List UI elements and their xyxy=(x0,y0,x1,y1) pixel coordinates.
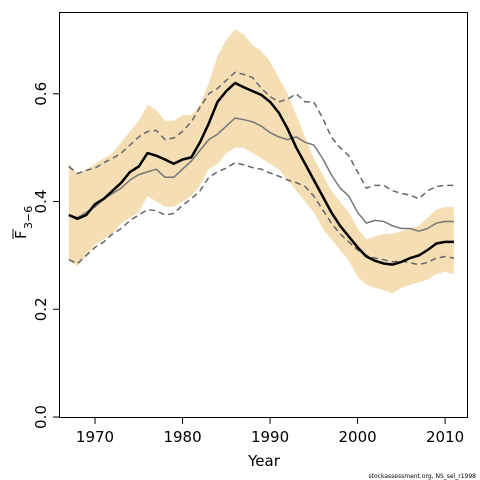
y-tick-label: 0.2 xyxy=(32,297,50,321)
x-tick-label: 1980 xyxy=(163,428,201,446)
y-axis-title: F 3−6 xyxy=(12,206,35,239)
series-upper-dashed-line xyxy=(68,71,454,200)
y-axis-title-subscript: 3−6 xyxy=(22,206,35,229)
series-lines-layer xyxy=(68,71,455,266)
x-axis: 1970 1980 1990 2000 2010 xyxy=(76,417,464,446)
x-tick-label: 1990 xyxy=(251,428,289,446)
x-axis-title: Year xyxy=(247,452,281,470)
series-estimate-line xyxy=(68,81,454,266)
series-other-line xyxy=(68,117,454,232)
confidence-band xyxy=(68,29,454,294)
confidence-band-layer xyxy=(68,29,454,294)
x-tick-label: 1970 xyxy=(76,428,114,446)
series-lower-dashed-line xyxy=(68,161,455,266)
y-tick-label: 0.6 xyxy=(32,82,50,106)
y-tick-label: 0.4 xyxy=(32,190,50,214)
x-tick-label: 2000 xyxy=(338,428,376,446)
y-axis-title-main: F xyxy=(12,230,30,239)
footer-credit: stockassessment.org, NS_sel_r1998 xyxy=(369,473,477,480)
x-tick-label: 2010 xyxy=(426,428,464,446)
y-tick-label: 0.0 xyxy=(32,405,50,429)
y-axis: 0.0 0.2 0.4 0.6 xyxy=(32,82,60,429)
plot-frame xyxy=(59,12,468,418)
